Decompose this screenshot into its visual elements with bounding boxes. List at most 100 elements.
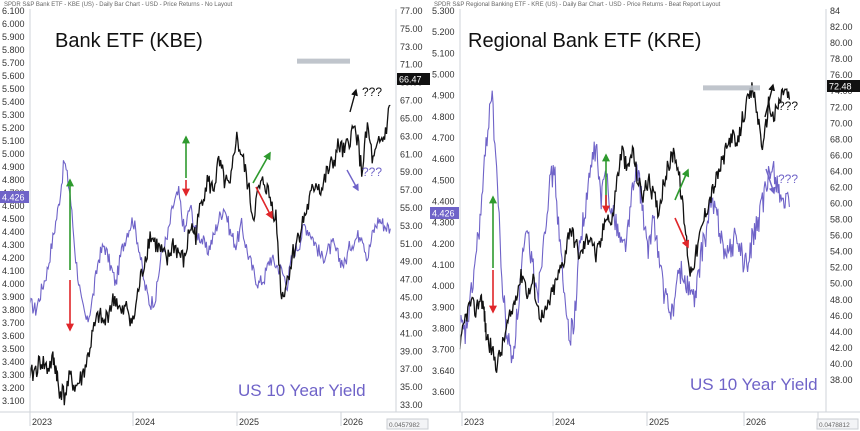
right-tick-label: 47.00: [400, 275, 423, 285]
right-tick-label: 64.00: [830, 166, 853, 176]
right-tick-label: 38.00: [830, 375, 853, 385]
left-tick-label: 4.300: [432, 218, 455, 228]
right-tick-label: 77.00: [400, 6, 423, 16]
left-tick-label: 4.900: [432, 91, 455, 101]
price-projection-arrow: [349, 88, 358, 113]
kbe-chart: Bank ETF (KBE) US 10 Year Yield?????? SPD…: [0, 0, 430, 431]
etf-series-line: [29, 104, 391, 406]
right-tick-label: 59.00: [400, 167, 423, 177]
right-tick-label: 40.00: [830, 359, 853, 369]
left-tick-label: 5.700: [2, 58, 25, 68]
right-tick-label: 43.00: [400, 310, 423, 320]
left-tick-label: 4.700: [432, 133, 455, 143]
right-tick-label: 54.00: [830, 247, 853, 257]
left-tick-label: 4.800: [432, 112, 455, 122]
resistance-band: [297, 58, 350, 64]
right-tick-label: 67.00: [400, 96, 423, 106]
left-tick-label: 5.900: [2, 32, 25, 42]
footer-box: [386, 418, 429, 430]
left-tick-label: 3.200: [2, 383, 25, 393]
left-tick-label: 4.000: [432, 281, 455, 291]
right-tick-label: 37.00: [400, 364, 423, 374]
resistance-band: [703, 85, 760, 91]
up-arrow-2025: [674, 168, 690, 201]
left-tick-label: 6.100: [2, 6, 25, 16]
down-arrow-2025: [255, 186, 273, 220]
yield-projection-arrow: [346, 169, 359, 192]
right-tick-label: 72.00: [830, 102, 853, 112]
left-tick-label: 5.200: [2, 123, 25, 133]
left-tick-label: 3.300: [2, 370, 25, 380]
left-tick-label: 5.000: [2, 149, 25, 159]
right-tick-label: 84: [830, 6, 840, 16]
right-tick-label: 61.00: [400, 149, 423, 159]
left-tick-label: 3.900: [432, 302, 455, 312]
right-tick-label: 68.00: [830, 134, 853, 144]
kre-chart-panel: Regional Bank ETF (KRE) US 10 Year Yield?…: [430, 0, 860, 431]
right-tick-label: 35.00: [400, 382, 423, 392]
kre-chart: Regional Bank ETF (KRE) US 10 Year Yield?…: [430, 0, 860, 431]
question-marks-yield: ???: [362, 165, 382, 179]
yield-badge: [430, 207, 459, 219]
right-tick-label: 55.00: [400, 203, 423, 213]
right-tick-label: 46.00: [830, 311, 853, 321]
right-tick-label: 33.00: [400, 400, 423, 410]
left-tick-label: 5.200: [432, 27, 455, 37]
right-tick-label: 45.00: [400, 293, 423, 303]
footer-value: 0.0457982: [389, 422, 420, 429]
x-tick-label: 2026: [746, 417, 766, 427]
left-tick-label: 4.300: [2, 240, 25, 250]
left-tick-label: 3.600: [432, 387, 455, 397]
down-arrow-2025: [674, 217, 690, 249]
right-tick-label: 63.00: [400, 131, 423, 141]
left-tick-label: 3.800: [432, 324, 455, 334]
up-arrow-2025: [252, 151, 271, 184]
left-tick-label: 4.500: [432, 175, 455, 185]
price-badge-label: 72.48: [829, 82, 852, 92]
left-tick-label: 3.700: [432, 345, 455, 355]
chart-header: SPDR S&P Regional Banking ETF - KRE (US)…: [434, 2, 721, 8]
left-tick-label: 3.700: [2, 318, 25, 328]
right-tick-label: 49.00: [400, 257, 423, 267]
left-tick-label: 4.100: [432, 260, 455, 270]
left-tick-label: 4.100: [2, 266, 25, 276]
yield-badge-label: 4.426: [2, 193, 25, 203]
left-tick-label: 4.800: [2, 175, 25, 185]
x-tick-label: 2025: [239, 417, 259, 427]
x-tick-label: 2024: [555, 417, 575, 427]
x-tick-label: 2025: [649, 417, 669, 427]
question-marks-price: ???: [778, 99, 798, 113]
right-tick-label: 56.00: [830, 231, 853, 241]
x-tick-label: 2024: [135, 417, 155, 427]
left-tick-label: 5.500: [2, 84, 25, 94]
right-tick-label: 42.00: [830, 343, 853, 353]
footer-box: [816, 418, 859, 430]
left-tick-label: 3.500: [2, 344, 25, 354]
etf-series-line: [459, 82, 791, 373]
left-tick-label: 5.300: [432, 6, 455, 16]
left-tick-label: 4.600: [432, 154, 455, 164]
left-tick-label: 3.100: [2, 396, 25, 406]
yield-series-line: [459, 90, 790, 364]
left-tick-label: 5.100: [2, 136, 25, 146]
right-tick-label: 62.00: [830, 182, 853, 192]
right-tick-label: 51.00: [400, 239, 423, 249]
price-projection-arrow: [764, 83, 776, 118]
price-badge: [827, 80, 860, 92]
right-tick-label: 80.00: [830, 38, 853, 48]
right-tick-label: 39.00: [400, 346, 423, 356]
left-tick-label: 4.500: [2, 214, 25, 224]
yield-series-line: [29, 160, 391, 323]
footer-value: 0.0478812: [819, 422, 850, 429]
kbe-chart-panel: Bank ETF (KBE) US 10 Year Yield?????? SPD…: [0, 0, 430, 431]
right-tick-label: 53.00: [400, 221, 423, 231]
yield-projection-arrow: [765, 168, 776, 195]
left-tick-label: 3.400: [2, 357, 25, 367]
left-tick-label: 4.900: [2, 162, 25, 172]
left-tick-label: 5.100: [432, 48, 455, 58]
yield-badge: [0, 191, 29, 203]
left-tick-label: 4.200: [2, 253, 25, 263]
left-tick-label: 6.000: [2, 19, 25, 29]
right-tick-label: 44.00: [830, 327, 853, 337]
right-tick-label: 58.00: [830, 215, 853, 225]
